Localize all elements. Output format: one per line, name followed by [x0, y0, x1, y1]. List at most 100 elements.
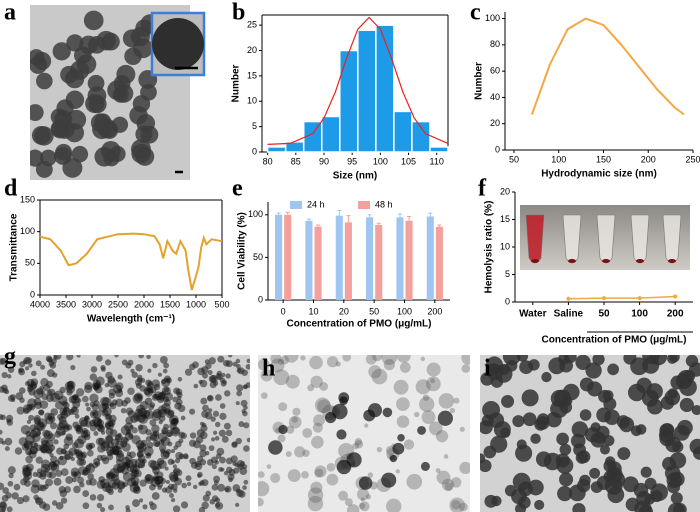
- particle: [70, 406, 79, 415]
- particle: [215, 394, 222, 401]
- particle: [73, 485, 81, 494]
- particle: [120, 425, 131, 436]
- particle: [116, 64, 136, 84]
- particle: [294, 446, 306, 458]
- particle: [6, 506, 13, 512]
- particle: [177, 377, 183, 382]
- particle: [100, 454, 107, 462]
- particle: [286, 425, 295, 434]
- particle: [310, 481, 323, 494]
- x-tick-label: 2000: [134, 299, 154, 309]
- particle: [100, 364, 106, 371]
- particle: [66, 384, 76, 394]
- particle: [157, 459, 167, 469]
- particle: [397, 433, 405, 442]
- particle: [208, 374, 217, 383]
- particle: [172, 417, 179, 425]
- particle: [149, 503, 157, 511]
- particle: [2, 487, 9, 494]
- particle: [180, 501, 189, 509]
- particle: [546, 411, 562, 428]
- panel-label: g: [4, 344, 16, 370]
- x-tick-label: 200: [641, 154, 656, 164]
- sediment: [668, 259, 676, 263]
- particle: [109, 429, 118, 437]
- particle: [571, 421, 588, 438]
- point: [673, 294, 678, 299]
- particle: [34, 420, 45, 431]
- particle: [76, 355, 81, 358]
- particle: [367, 472, 374, 478]
- particle: [165, 486, 173, 494]
- y-tick-label: 100: [20, 226, 35, 236]
- x-tick-label: 100: [631, 309, 648, 320]
- particle: [365, 494, 372, 500]
- particle: [236, 489, 244, 497]
- particle: [521, 389, 539, 407]
- particle: [0, 437, 4, 444]
- particle: [199, 379, 208, 388]
- particle: [236, 384, 244, 392]
- particle: [34, 126, 54, 146]
- y-tick-label: 15: [500, 214, 510, 224]
- particle: [572, 502, 586, 512]
- y-tick-label: 0: [505, 296, 510, 306]
- particle: [314, 397, 331, 413]
- particle: [33, 397, 42, 406]
- particle: [461, 355, 470, 365]
- particle: [144, 474, 152, 482]
- particle: [636, 377, 652, 394]
- particle: [38, 501, 47, 509]
- particle: [359, 501, 370, 512]
- particle: [635, 424, 647, 435]
- particle: [138, 355, 145, 359]
- particle: [356, 488, 370, 501]
- particle: [618, 416, 635, 433]
- particle: [95, 376, 105, 386]
- bar: [344, 222, 352, 300]
- particle: [97, 118, 117, 139]
- particle: [120, 407, 127, 414]
- particle: [40, 364, 46, 370]
- particle: [617, 447, 631, 461]
- tube: [630, 214, 650, 264]
- panel-label: c: [470, 0, 481, 26]
- particle: [0, 505, 7, 512]
- particle: [212, 495, 219, 502]
- particle: [206, 394, 214, 402]
- particle: [258, 471, 265, 479]
- particle: [302, 449, 310, 457]
- particle: [219, 456, 226, 464]
- particle: [94, 385, 103, 394]
- y-axis-label: Hemolysis ratio (%): [484, 201, 495, 294]
- particle: [235, 401, 240, 406]
- particle: [238, 421, 245, 428]
- particle: [4, 446, 10, 452]
- point: [602, 296, 606, 301]
- particle: [381, 355, 398, 366]
- particle: [435, 468, 441, 473]
- legend-swatch: [358, 201, 370, 209]
- particle: [444, 482, 453, 491]
- particle: [139, 479, 147, 487]
- particle: [386, 498, 402, 512]
- x-tick-label: 200: [667, 309, 684, 320]
- particle: [490, 435, 508, 453]
- sediment: [568, 259, 576, 263]
- particle: [420, 356, 426, 362]
- particle: [210, 416, 216, 422]
- particle: [239, 467, 248, 475]
- particle: [221, 435, 229, 443]
- particle: [53, 439, 59, 445]
- particle: [39, 484, 47, 492]
- particle: [130, 469, 140, 478]
- particle: [172, 464, 177, 469]
- particle: [414, 411, 420, 418]
- particle: [270, 355, 282, 364]
- particle: [115, 382, 124, 391]
- particle: [182, 453, 189, 459]
- particle: [317, 399, 331, 414]
- particle: [30, 104, 44, 121]
- particle: [266, 464, 272, 469]
- x-axis-label: Concentration of PMO (μg/mL): [542, 335, 687, 346]
